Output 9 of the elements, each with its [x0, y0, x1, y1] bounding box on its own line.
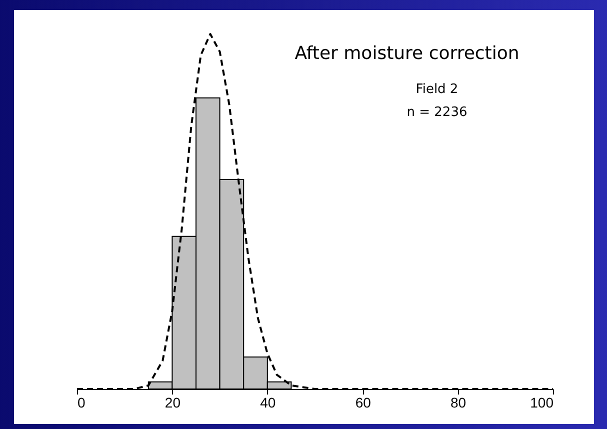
annotation: After moisture correction [294, 43, 520, 64]
x-tick-label: 60 [355, 394, 372, 410]
x-tick-label: 40 [260, 394, 276, 410]
x-tick-label: 100 [530, 394, 554, 410]
annotation: n = 2236 [406, 105, 468, 120]
x-tick-label: 80 [450, 394, 466, 410]
x-tick-label: 0 [78, 394, 86, 410]
annotation: Field 2 [416, 82, 458, 97]
x-tick-label: 20 [164, 394, 181, 410]
